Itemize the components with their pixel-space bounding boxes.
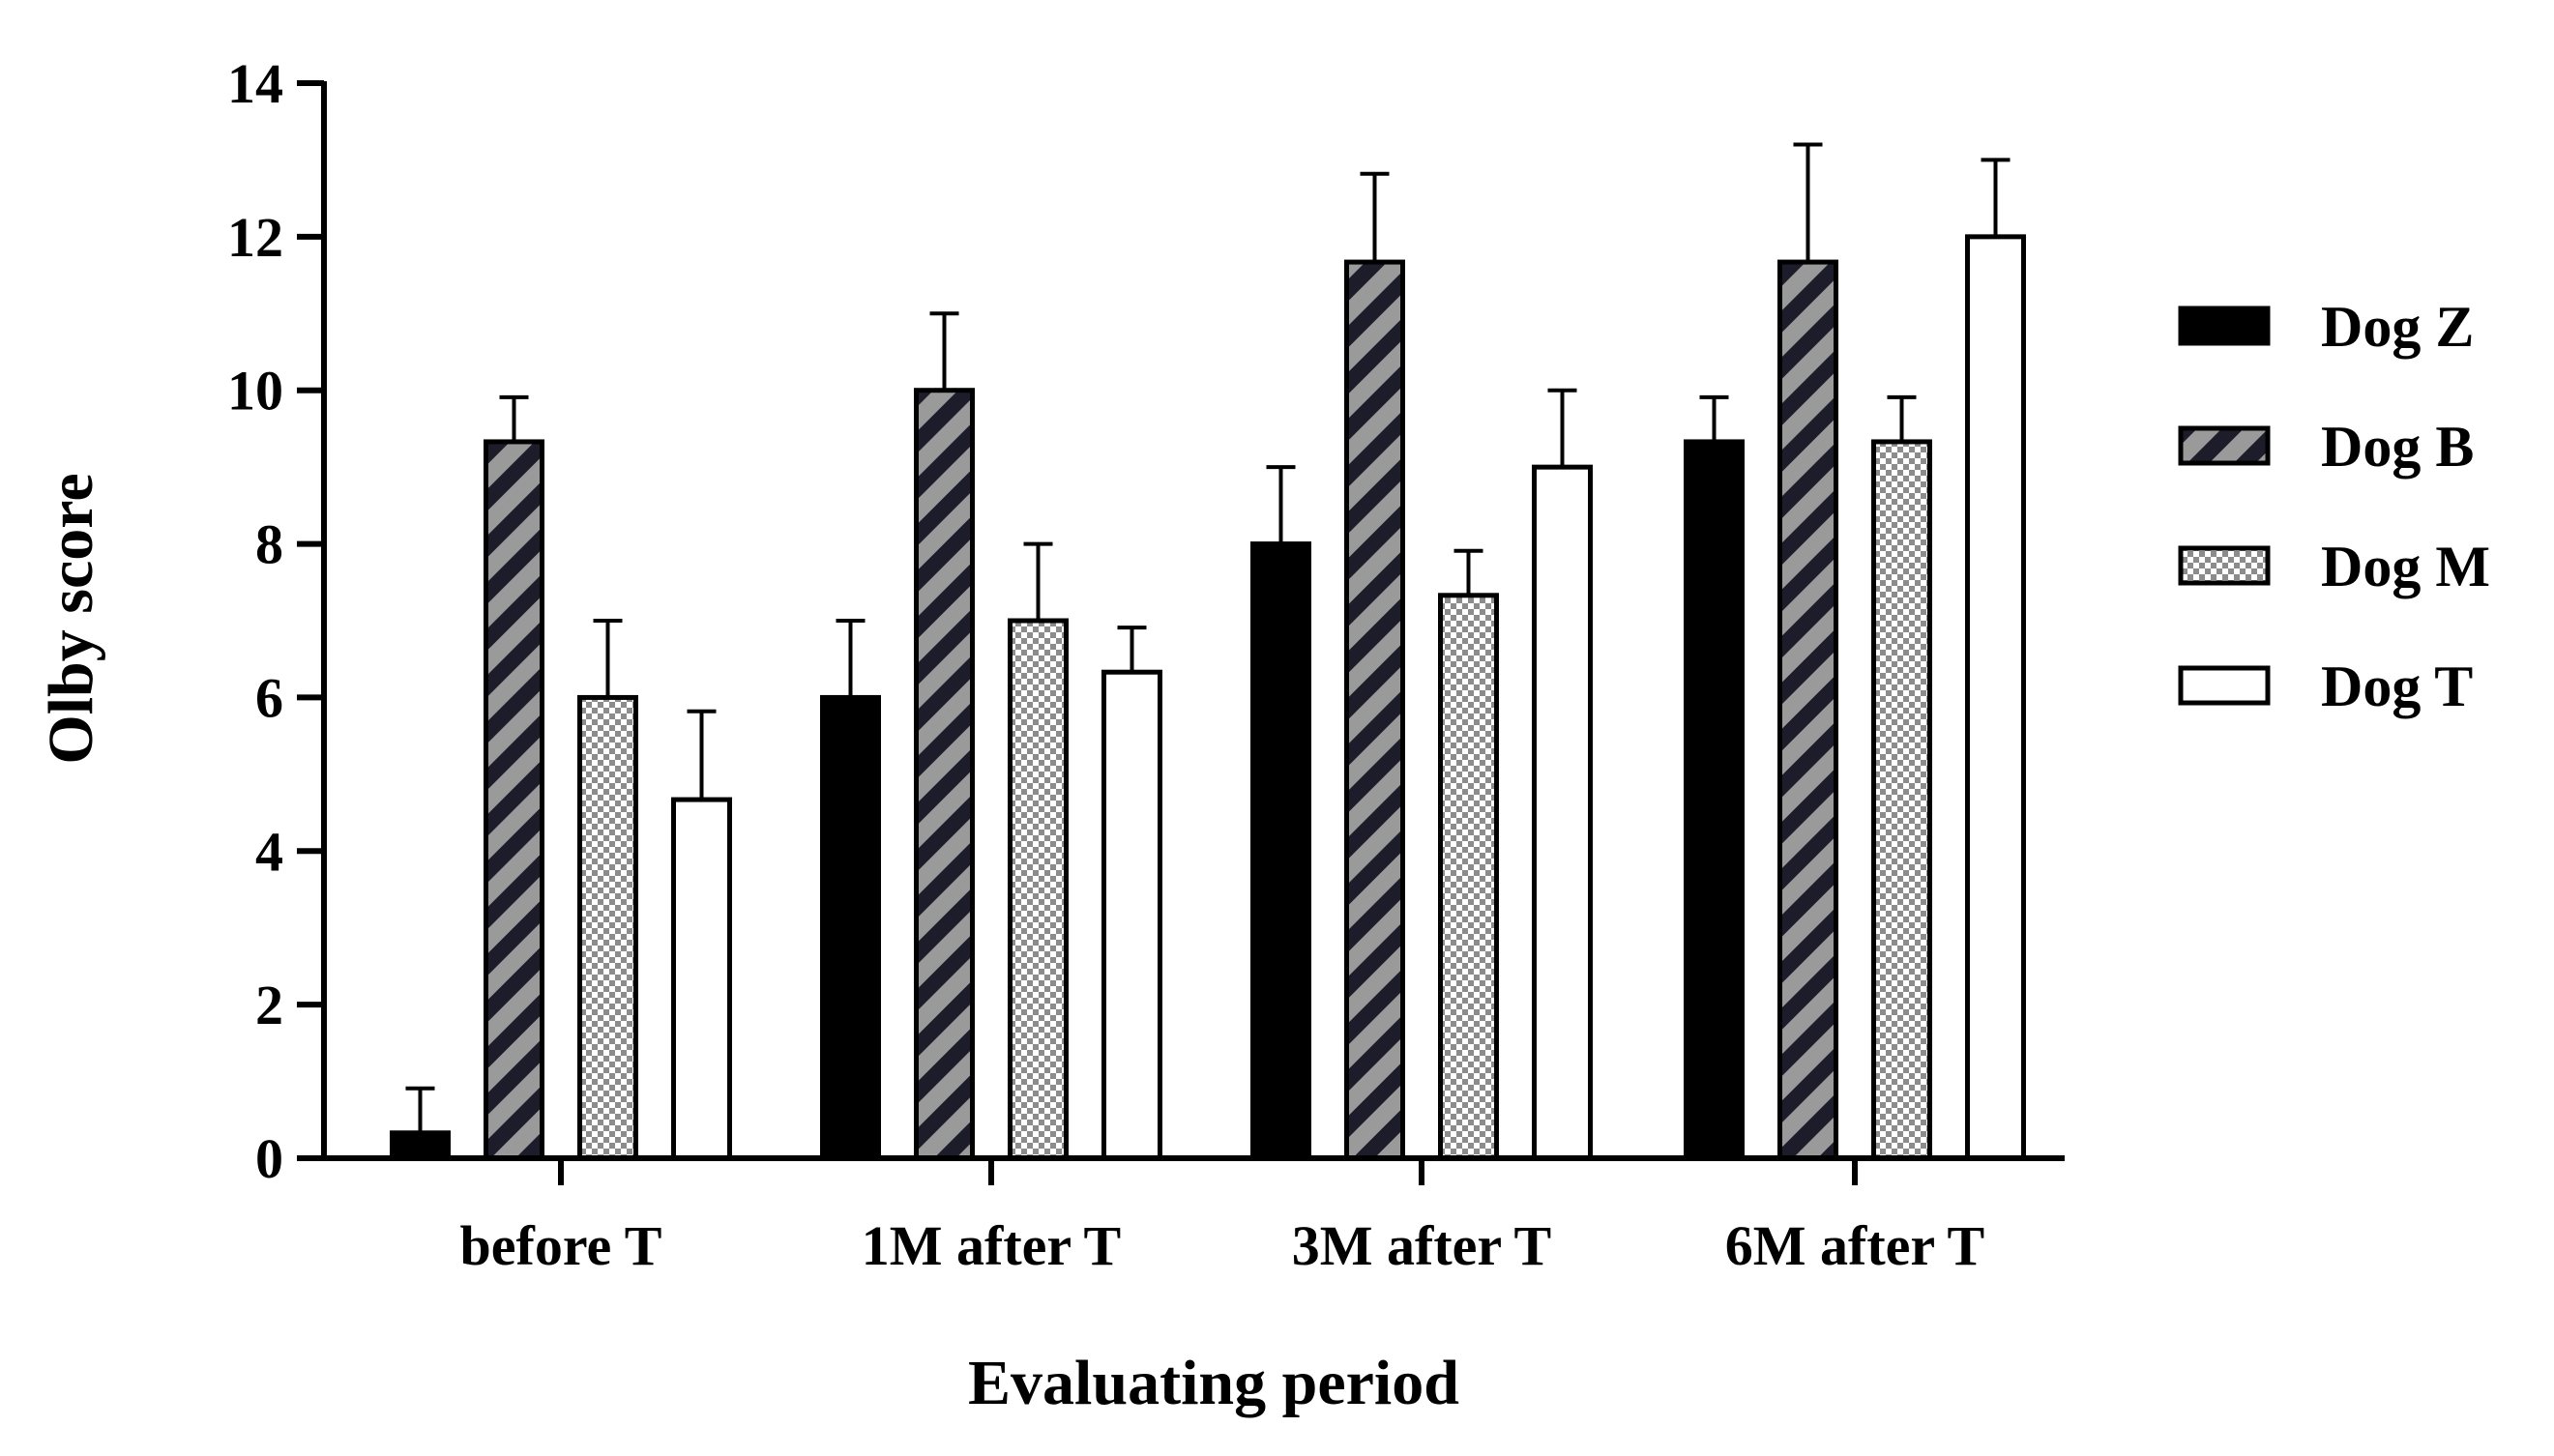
y-tick-label-5: 10: [227, 360, 283, 422]
bar-dog-b-0: [484, 439, 544, 1161]
bar-dog-t-1: [1101, 669, 1162, 1161]
axes: 0 2 4 6 8 10 12 14 before T 1M after T 3M after T 6…: [227, 52, 2065, 1277]
bar-dog-m-0: [577, 694, 638, 1161]
legend-swatch-dog-t: [2178, 665, 2271, 706]
legend-label-dog-m: Dog M: [2321, 535, 2490, 598]
bar-dog-z-1: [820, 694, 881, 1161]
bar-dog-b-3: [1777, 259, 1838, 1161]
legend-swatch-dog-b: [2178, 425, 2271, 466]
y-tick-label-6: 12: [227, 206, 283, 269]
bar-dog-b-2: [1344, 259, 1405, 1161]
y-tick-label-2: 4: [255, 820, 283, 883]
y-tick-label-1: 2: [255, 974, 283, 1036]
bar-dog-z-0: [390, 1130, 451, 1161]
bar-dog-m-2: [1438, 593, 1499, 1161]
x-tick-label-1: 1M after T: [862, 1214, 1121, 1277]
y-tick-label-3: 6: [255, 666, 283, 729]
legend-swatch-dog-m: [2178, 545, 2271, 586]
legend-label-dog-b: Dog B: [2321, 415, 2474, 479]
bar-dog-t-2: [1532, 464, 1593, 1161]
legend-label-dog-z: Dog Z: [2321, 295, 2474, 359]
bar-dog-t-3: [1965, 234, 2026, 1161]
bar-dog-b-1: [914, 388, 975, 1161]
x-axis-title: Evaluating period: [968, 1348, 1459, 1418]
plot-area: [390, 142, 2026, 1161]
legend-label-dog-t: Dog T: [2321, 655, 2473, 718]
legend-swatch-dog-z: [2178, 306, 2271, 346]
x-tick-label-2: 3M after T: [1292, 1214, 1551, 1277]
bar-dog-z-2: [1250, 541, 1311, 1161]
x-tick-label-0: before T: [460, 1214, 662, 1277]
bar-dog-m-3: [1871, 439, 1932, 1161]
legend: Dog Z Dog B Dog M Dog T: [2178, 295, 2490, 718]
y-axis-title: Olby score: [36, 473, 106, 764]
y-tick-label-0: 0: [255, 1127, 283, 1190]
y-tick-label-4: 8: [255, 513, 283, 576]
bar-dog-t-0: [671, 797, 732, 1161]
bar-dog-z-3: [1684, 439, 1745, 1161]
x-tick-label-3: 6M after T: [1725, 1214, 1984, 1277]
y-tick-label-7: 14: [227, 52, 283, 115]
bar-dog-m-1: [1008, 618, 1069, 1161]
